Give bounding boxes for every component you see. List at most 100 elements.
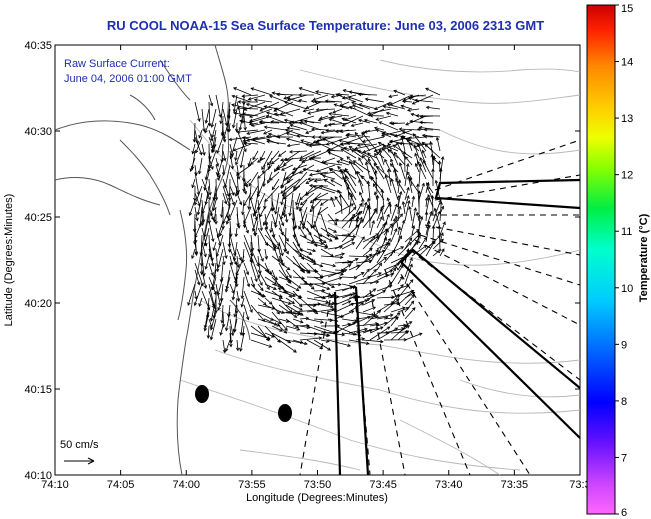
current-arrow-head [265, 337, 270, 342]
current-arrow [329, 113, 350, 117]
current-arrow [299, 255, 317, 265]
current-arrow-head [297, 285, 302, 289]
current-arrow [287, 94, 308, 101]
current-arrow [383, 312, 401, 327]
current-arrow-head [401, 200, 406, 205]
current-arrow-head [375, 280, 380, 284]
colorbar-tick-label: 13 [621, 113, 633, 125]
current-arrow [264, 227, 277, 249]
current-arrow-head [266, 286, 270, 291]
current-arrow [425, 225, 430, 243]
current-arrow-head [194, 149, 199, 154]
current-arrow-head [327, 292, 332, 296]
current-arrow-head [277, 153, 282, 157]
current-arrow-head [259, 282, 263, 286]
current-arrow-head [281, 310, 285, 314]
current-arrow-head [328, 238, 333, 242]
current-arrow-head [232, 257, 237, 262]
current-arrow [232, 95, 252, 103]
current-arrow-head [356, 215, 360, 220]
current-arrow [376, 237, 387, 257]
current-arrow [290, 124, 308, 131]
current-arrow-head [243, 107, 248, 111]
current-arrow-head [312, 197, 317, 202]
current-arrow [334, 234, 356, 238]
current-arrow [191, 248, 196, 259]
current-arrow [362, 205, 370, 222]
current-arrow [278, 255, 285, 266]
current-arrow-head [341, 123, 346, 127]
current-arrow-head [298, 157, 303, 162]
current-arrow-head [201, 210, 205, 215]
current-arrow-head [338, 276, 343, 280]
current-arrow-head [318, 233, 323, 238]
current-arrow [250, 199, 258, 221]
current-arrow [267, 140, 287, 145]
current-arrow [319, 115, 329, 120]
current-arrow [425, 240, 436, 257]
current-arrow-head [389, 313, 394, 318]
current-arrow [200, 234, 203, 256]
current-arrow [369, 220, 375, 236]
current-arrow-head [393, 134, 398, 138]
current-arrow [387, 197, 392, 208]
current-arrow-head [292, 167, 297, 171]
current-arrow-head [407, 136, 412, 140]
current-arrow [313, 308, 335, 313]
current-arrow-head [343, 178, 348, 183]
current-arrow [376, 115, 392, 121]
current-arrow-head [299, 340, 304, 344]
current-arrow [299, 227, 307, 238]
current-arrow [323, 179, 336, 187]
current-arrow [278, 234, 289, 255]
current-arrow [358, 179, 364, 194]
current-arrow [436, 137, 441, 152]
current-arrow [275, 206, 280, 228]
current-arrow-head [317, 135, 322, 139]
y-tick-label: 40:20 [24, 298, 52, 310]
current-arrow-head [249, 309, 253, 313]
current-arrow [208, 101, 211, 126]
current-arrow [320, 171, 336, 175]
current-arrow-head [387, 149, 392, 153]
current-arrow [201, 178, 211, 200]
current-arrow [419, 126, 441, 131]
current-arrow [397, 284, 404, 292]
current-arrow-head [194, 201, 198, 206]
current-arrow [204, 213, 210, 237]
current-arrow [278, 213, 284, 226]
current-arrow-head [379, 326, 384, 330]
current-arrow-head [370, 176, 374, 181]
x-tick-label: 74:00 [172, 479, 200, 491]
current-arrow-head [341, 252, 346, 256]
current-arrow [397, 220, 405, 243]
current-arrow-head [411, 225, 416, 229]
current-arrow-head [411, 195, 416, 200]
current-arrow [292, 262, 310, 274]
current-arrow-head [234, 128, 239, 133]
current-arrow [320, 213, 330, 237]
current-arrow [283, 94, 294, 100]
current-arrow [418, 183, 425, 201]
colorbar-tick-label: 9 [621, 339, 627, 351]
current-arrow [341, 264, 351, 271]
current-arrow-head [361, 131, 365, 136]
current-arrow-head [359, 216, 363, 221]
current-arrow [399, 162, 406, 180]
current-arrow [382, 148, 392, 159]
current-arrow [426, 106, 441, 110]
current-arrow [362, 306, 376, 313]
current-arrow [213, 185, 217, 201]
current-arrow [222, 339, 226, 353]
current-arrow [397, 276, 403, 285]
current-arrow-head [418, 125, 423, 130]
current-arrow-head [250, 247, 255, 252]
current-arrow-head [266, 139, 271, 144]
current-arrow-head [393, 89, 398, 94]
current-arrow [362, 269, 377, 285]
current-arrow-head [367, 111, 371, 115]
current-arrow [361, 155, 378, 173]
current-arrow-head [321, 138, 326, 142]
current-arrow-head [267, 132, 272, 137]
current-arrow-head [414, 98, 418, 103]
